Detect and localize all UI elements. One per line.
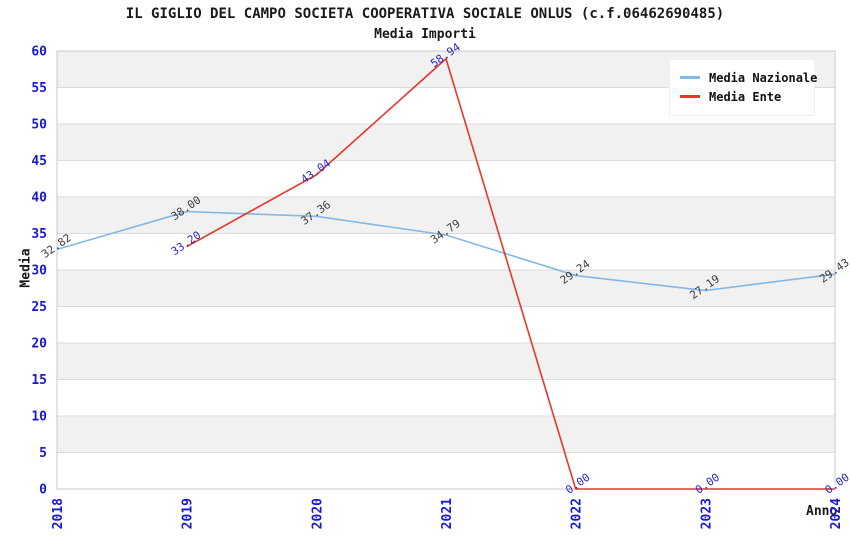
- y-tick-label: 5: [39, 446, 47, 461]
- legend-label-media-ente: Media Ente: [709, 89, 782, 104]
- y-tick-label: 25: [31, 300, 47, 315]
- y-tick-label: 10: [31, 410, 47, 425]
- y-tick-label: 60: [31, 45, 47, 60]
- plot-frame: [56, 50, 836, 490]
- series-line-media-nazionale: [56, 210, 836, 292]
- data-label-media-ente-2024: 0.00: [823, 471, 850, 497]
- legend: Media Nazionale Media Ente: [669, 59, 817, 116]
- y-tick-label: 45: [31, 154, 47, 169]
- plot-band: [57, 416, 835, 453]
- chart-subtitle: Media Importi: [374, 27, 476, 42]
- plot-band: [57, 124, 835, 161]
- x-tick-label-2020: 2020: [310, 498, 325, 529]
- x-tick-label-2019: 2019: [181, 498, 196, 529]
- y-tick-label: 35: [31, 227, 47, 242]
- x-tick-label-2022: 2022: [570, 498, 585, 529]
- x-tick-label-2023: 2023: [699, 498, 714, 529]
- y-tick-label: 30: [31, 264, 47, 279]
- series-line-media-ente: [186, 57, 835, 490]
- x-tick-label-2018: 2018: [51, 498, 66, 529]
- y-tick-label: 40: [31, 191, 47, 206]
- plot-band: [57, 270, 835, 307]
- chart-title: IL GIGLIO DEL CAMPO SOCIETA COOPERATIVA …: [125, 6, 725, 22]
- plot-band: [57, 343, 835, 380]
- y-tick-label: 50: [31, 118, 47, 133]
- data-label-media-ente-2023: 0.00: [693, 471, 722, 497]
- x-tick-label-2024: 2024: [829, 498, 844, 529]
- x-tick-label-2021: 2021: [440, 498, 455, 529]
- legend-line-swatch-nazionale: [680, 76, 700, 79]
- legend-line-swatch-ente: [680, 95, 700, 98]
- y-tick-label: 0: [39, 483, 47, 498]
- legend-item-media-ente: Media Ente: [680, 88, 804, 105]
- legend-item-media-nazionale: Media Nazionale: [680, 69, 817, 86]
- legend-label-media-nazionale: Media Nazionale: [709, 70, 818, 85]
- plot-band: [57, 197, 835, 234]
- data-label-media-ente-2022: 0.00: [563, 471, 592, 497]
- x-axis-title: Anno: [806, 504, 838, 519]
- y-tick-label: 55: [31, 81, 47, 96]
- y-tick-label: 15: [31, 373, 47, 388]
- y-tick-label: 20: [31, 337, 47, 352]
